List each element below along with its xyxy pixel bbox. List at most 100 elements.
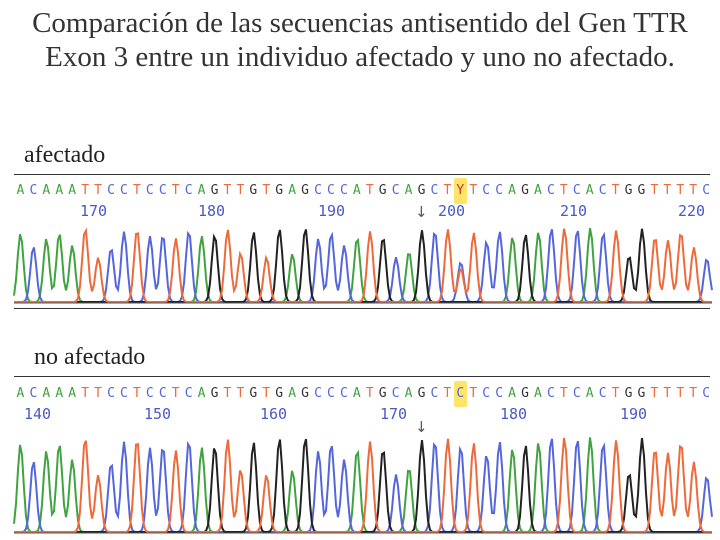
base-letter: A <box>508 386 516 401</box>
base-letter: C <box>29 386 38 401</box>
position-label: 140 <box>24 405 52 423</box>
position-label: 170 <box>380 405 408 423</box>
base-letter: T <box>689 386 698 401</box>
panel-divider <box>14 308 710 309</box>
base-letter: T <box>365 386 374 401</box>
base-letter: C <box>120 386 128 401</box>
base-letter: G <box>417 386 426 401</box>
base-letter: C <box>327 183 335 198</box>
base-letter: C <box>572 183 581 198</box>
base-letter: A <box>55 386 64 401</box>
base-letter: A <box>508 183 516 198</box>
position-label: 200 <box>438 202 466 220</box>
base-letter: T <box>223 386 232 401</box>
panel-label-unaffected: no afectado <box>34 344 146 370</box>
base-letter: A <box>197 183 206 198</box>
base-letter: C <box>598 183 607 198</box>
base-letter: C <box>120 183 128 198</box>
base-letter: T <box>262 386 271 401</box>
position-label: 220 <box>678 202 706 220</box>
position-label: 180 <box>500 405 528 423</box>
base-letter: C <box>107 386 115 401</box>
base-letter: T <box>236 183 245 198</box>
base-letter: T <box>81 183 90 198</box>
base-letter: A <box>16 386 25 401</box>
base-letter: G <box>249 386 258 401</box>
base-letter: A <box>68 386 77 401</box>
position-label: 170 <box>80 202 108 220</box>
base-letter: G <box>624 183 633 198</box>
base-letter: C <box>158 183 167 198</box>
base-letter: C <box>339 386 348 401</box>
highlighted-base: Y <box>453 178 467 204</box>
base-letter: A <box>534 183 542 198</box>
base-letter: T <box>132 183 141 198</box>
base-letter: T <box>262 183 271 198</box>
base-letter: C <box>713 381 714 407</box>
base-letter: G <box>210 183 219 198</box>
base-letter: C <box>391 386 400 401</box>
base-letter: C <box>107 183 115 198</box>
base-letter: T <box>171 386 180 401</box>
base-letter: T <box>236 386 245 401</box>
base-letter: G <box>378 183 387 198</box>
base-letter: T <box>94 183 102 198</box>
base-letter: C <box>598 386 607 401</box>
base-letter: A <box>534 386 542 401</box>
panel-divider <box>14 174 710 175</box>
chromatogram-affected <box>13 227 713 304</box>
base-letter: G <box>417 183 426 198</box>
base-letter: A <box>288 183 297 198</box>
position-label: 210 <box>560 202 588 220</box>
base-letter: T <box>94 386 102 401</box>
highlighted-base: C <box>453 381 467 407</box>
base-letter: T <box>469 386 478 401</box>
base-letter: C <box>391 183 400 198</box>
base-letter: C <box>482 386 491 401</box>
base-letter: T <box>650 386 659 401</box>
base-letter: T <box>469 183 478 198</box>
base-letter: C <box>572 386 581 401</box>
base-letter: C <box>713 178 714 204</box>
base-letter: T <box>663 183 672 198</box>
base-letter: C <box>430 183 439 198</box>
base-letter: A <box>352 183 361 198</box>
position-label: 180 <box>198 202 226 220</box>
base-letter: G <box>210 386 219 401</box>
base-letter: C <box>327 386 335 401</box>
reference-arrow-icon: ↓ <box>415 418 428 436</box>
base-letter: A <box>42 386 51 401</box>
base-letter: C <box>482 183 491 198</box>
base-letter: T <box>443 183 452 198</box>
trace-T <box>14 437 712 533</box>
base-letter: T <box>689 183 698 198</box>
position-label: 160 <box>260 405 288 423</box>
base-letter: T <box>611 183 620 198</box>
base-letter: T <box>559 386 568 401</box>
base-letter: C <box>339 183 348 198</box>
base-letter: A <box>352 386 361 401</box>
position-label: 150 <box>144 405 172 423</box>
base-letter: C <box>702 183 711 198</box>
base-letter: G <box>301 183 309 198</box>
base-letter: C <box>495 386 504 401</box>
base-letter: T <box>443 386 452 401</box>
base-letter: A <box>404 183 413 198</box>
base-letter: T <box>611 386 620 401</box>
panel-divider <box>14 376 710 377</box>
base-letter: T <box>676 183 685 198</box>
base-letter: T <box>365 183 374 198</box>
base-letter: G <box>301 386 309 401</box>
base-letter: G <box>275 386 284 401</box>
chromatogram-unaffected <box>13 437 713 534</box>
base-letter: C <box>184 386 193 401</box>
base-letter: T <box>676 386 685 401</box>
base-letter: G <box>249 183 258 198</box>
base-letter: A <box>55 183 64 198</box>
base-letter: T <box>223 183 232 198</box>
base-letter: C <box>314 183 322 198</box>
base-letter: C <box>29 183 38 198</box>
base-letter: C <box>145 183 154 198</box>
